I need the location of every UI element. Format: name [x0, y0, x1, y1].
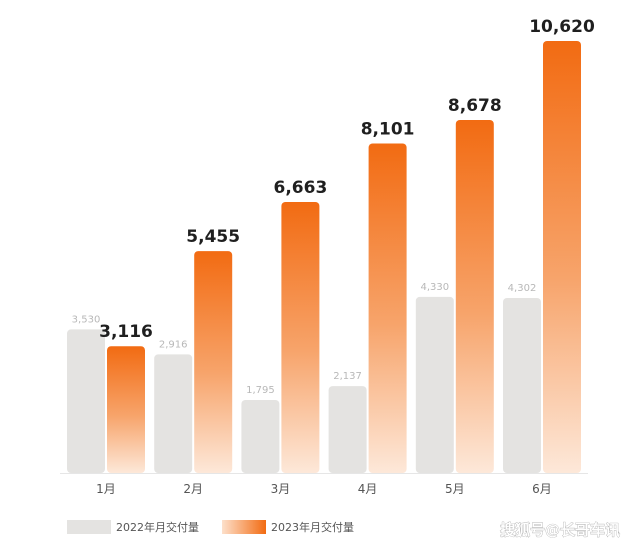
- x-tick-label-1: 1月: [96, 482, 116, 496]
- bar-2022-6: [503, 298, 541, 473]
- bars-layer: [60, 41, 588, 474]
- value-label-2022-2: 2,916: [159, 339, 188, 350]
- x-tick-label-4: 4月: [358, 482, 378, 496]
- watermark: 搜狐号@长哥车讯: [500, 521, 620, 539]
- x-tick-label-6: 6月: [532, 482, 552, 496]
- bar-2023-3: [281, 201, 320, 473]
- value-label-2022-6: 4,302: [508, 283, 537, 294]
- legend-label-2023: 2023年月交付量: [271, 520, 354, 534]
- x-tick-label-2: 2月: [183, 482, 203, 496]
- x-tick-label-5: 5月: [445, 482, 465, 496]
- value-label-2023-6: 10,620: [529, 17, 595, 37]
- legend: 2022年月交付量 2023年月交付量: [67, 520, 354, 534]
- value-label-2023-5: 8,678: [448, 96, 502, 116]
- bar-2022-2: [154, 354, 193, 473]
- value-label-2023-1: 3,116: [99, 322, 153, 342]
- value-label-2023-2: 5,455: [186, 227, 240, 247]
- value-label-2022-4: 2,137: [333, 371, 362, 382]
- value-label-2023-4: 8,101: [361, 119, 415, 139]
- bar-2022-4: [328, 386, 367, 473]
- bar-2023-2: [194, 251, 233, 473]
- bar-2023-1: [107, 346, 145, 473]
- value-label-2022-3: 1,795: [246, 385, 275, 396]
- legend-swatch-2023: [222, 520, 266, 534]
- bar-2022-5: [415, 296, 454, 473]
- bar-2023-5: [455, 119, 494, 473]
- bar-2023-6: [543, 41, 581, 473]
- bar-2023-4: [368, 143, 407, 473]
- x-tick-label-3: 3月: [271, 482, 291, 496]
- value-label-2023-3: 6,663: [274, 178, 328, 198]
- value-label-2022-1: 3,530: [72, 314, 101, 325]
- legend-swatch-2022: [67, 520, 111, 534]
- value-label-2022-5: 4,330: [420, 282, 449, 293]
- x-axis-ticks: 1月 2月 3月 4月 5月 6月: [96, 482, 552, 496]
- bar-2022-3: [241, 399, 280, 473]
- bar-2022-1: [67, 329, 105, 473]
- legend-label-2022: 2022年月交付量: [116, 520, 199, 534]
